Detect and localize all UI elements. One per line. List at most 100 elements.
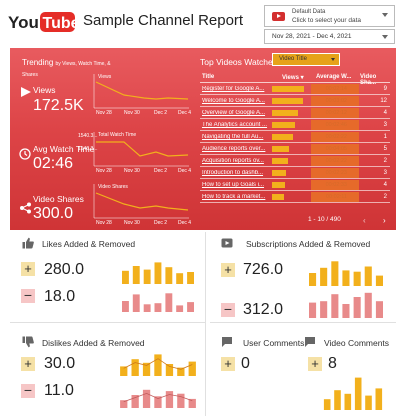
shares-value: 300.0 [33,205,74,222]
data-source-selector[interactable]: Default Data Click to select your data [264,5,395,27]
removed-bar [120,400,128,408]
shares-cell: 3 [383,170,387,176]
date-range-text: Nov 28, 2021 - Dec 4, 2021 [272,33,352,40]
added-bar [365,395,372,410]
video-title-link[interactable]: Navigating the full Au... [202,134,264,140]
column-header-views[interactable]: Views ▾ [282,75,304,81]
dislikes-bars [120,354,196,408]
views-bar [272,170,286,176]
plus-icon: + [21,357,35,371]
column-header-avg-watch[interactable]: Average W... [316,74,352,80]
chevron-right-icon[interactable]: › [383,216,386,225]
table-row[interactable]: The Analytics account ... 00:02:46 3 [200,119,390,131]
table-row[interactable]: Introduction to dashb... 00:02:23 3 [200,167,390,179]
table-row[interactable]: How to track a market... 00:02:11 2 [200,191,390,203]
added-bar [309,273,317,286]
video-title-link[interactable]: How to set up Goals i... [202,182,265,188]
data-source-hint: Click to select your data [292,17,362,24]
video-title-link[interactable]: How to track a market... [202,194,266,200]
views-bar [272,110,298,116]
video-title-link[interactable]: Register for Google A... [202,86,265,92]
column-divider [205,232,206,416]
avg-watch-cell: 00:04:05 [311,144,359,154]
column-header-title[interactable]: Title [202,74,215,80]
views-value: 172.5K [33,97,84,114]
removed-bar [122,301,129,312]
added-bar [143,269,151,284]
video-title-link[interactable]: Introduction to dashb... [202,170,264,176]
likes-label: Likes Added & Removed [42,239,136,249]
subscriptions-removed-value: 312.0 [243,301,284,318]
comment-icon [222,337,232,347]
table-row[interactable]: Register for Google A... 00:02:14 9 [200,83,390,95]
dislikes-removed-value: 11.0 [44,382,74,399]
shares-sparkline: Video Shares Nov 28 Nov 30 Dec 2 Dec 4 [84,182,194,226]
video-title-link[interactable]: Welcome to Google A... [202,98,265,104]
removed-bar [154,396,162,408]
added-bar [120,366,128,376]
video-title-link[interactable]: Acquisition reports ov... [202,158,264,164]
views-label: Views [33,85,56,95]
views-bar [272,98,303,104]
x-tick: Dec 4 [178,220,191,226]
youtube-logo-icon: You Tube [8,12,76,32]
views-sparkline: Views Nov 28 Nov 30 Dec 2 Dec 4 [84,72,194,116]
y-tick: 1540.3... [78,146,97,152]
shares-cell: 9 [383,86,387,92]
trending-subtitle: by Views, Watch Time, & Shares [22,61,111,78]
svg-text:You: You [8,13,39,32]
subscriptions-bars [309,261,383,318]
plus-icon: + [21,262,35,276]
table-row[interactable]: How to set up Goals i... 00:02:33 4 [200,179,390,191]
removed-bar [342,304,350,318]
removed-bar [154,303,162,312]
table-row[interactable]: Overview of Google A... 00:02:12 4 [200,107,390,119]
table-row[interactable]: Audience reports over... 00:04:05 5 [200,143,390,155]
video-title-selector-label: Video Title [279,56,307,62]
shares-cell: 4 [383,110,387,116]
dislikes-label: Dislikes Added & Removed [42,338,145,348]
table-header: Title Views ▾ Average W... Video Sha... [200,71,390,86]
avg-watch-cell: 00:02:22 [311,156,359,166]
date-range-picker[interactable]: Nov 28, 2021 - Dec 4, 2021 [264,29,395,44]
video-title-link[interactable]: Overview of Google A... [202,110,266,116]
removed-bar [187,302,194,312]
video-comments-label: Video Comments [324,338,390,348]
views-bar [272,134,293,140]
shares-line [95,192,189,211]
added-bar [132,266,140,284]
table-row[interactable]: Welcome to Google A... 00:03:02 12 [200,95,390,107]
column-header-shares[interactable]: Video Sha... [360,74,377,86]
video-title-link[interactable]: Audience reports over... [202,146,266,152]
table-row[interactable]: Navigating the full Au... 00:02:22 1 [200,131,390,143]
x-tick: Nov 28 [96,168,112,174]
header: You Tube Sample Channel Report Default D… [0,0,400,48]
y-tick: 1540.3... [78,133,97,139]
views-line [95,81,189,100]
x-tick: Nov 30 [124,168,140,174]
added-bar [331,261,339,286]
chevron-left-icon[interactable]: ‹ [363,216,366,225]
shares-label: Video Shares [33,194,84,204]
chart-title: Views [98,74,112,80]
added-bar [188,361,196,376]
user-comments-value: 0 [241,355,250,372]
row-divider-right [210,322,396,323]
share-icon [20,202,31,214]
views-bar [272,158,288,164]
play-icon [21,87,31,97]
watch-time-sparkline: Total Watch Time 1540.3... 1540.3... Nov… [78,130,194,174]
avg-watch-cell: 00:02:14 [311,84,359,94]
x-tick: Dec 2 [154,220,167,226]
avg-watch-cell: 00:02:12 [311,108,359,118]
shares-cell: 2 [383,158,387,164]
removed-bar [142,389,151,408]
removed-bar [131,395,139,408]
chevron-down-icon [382,13,388,17]
video-title-link[interactable]: The Analytics account ... [202,122,268,128]
table-row[interactable]: Acquisition reports ov... 00:02:22 2 [200,155,390,167]
removed-bar [320,301,328,318]
added-bar [375,388,383,410]
video-title-selector[interactable]: Video Title [272,53,340,66]
